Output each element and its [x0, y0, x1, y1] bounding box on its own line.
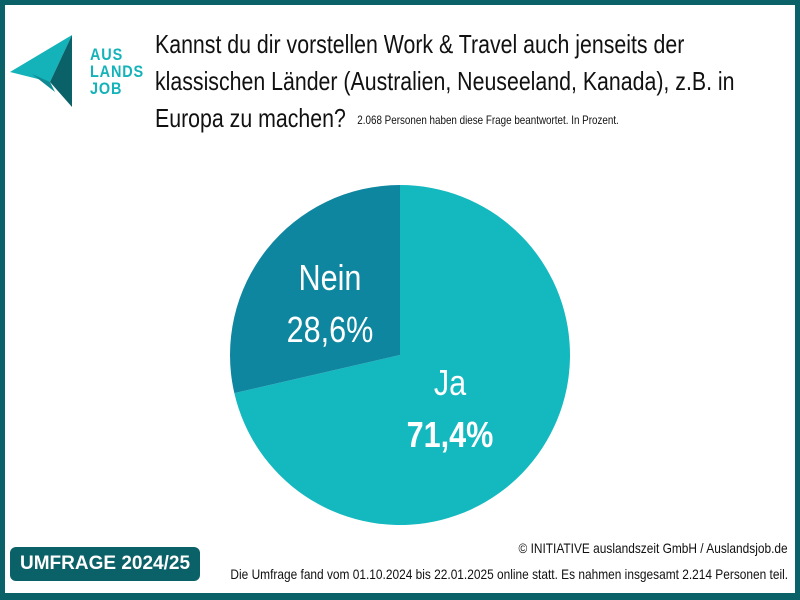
title-line: Kannst du dir vorstellen Work & Travel a…	[155, 29, 685, 59]
chart-subtitle: 2.068 Personen haben diese Frage beantwo…	[357, 112, 619, 127]
slice-label: Nein	[299, 259, 362, 299]
survey-note: Die Umfrage fand vom 01.10.2024 bis 22.0…	[230, 566, 788, 582]
logo: AUS LANDS JOB	[10, 32, 143, 112]
survey-badge: UMFRAGE 2024/25	[10, 547, 201, 581]
chart-title: Kannst du dir vorstellen Work & Travel a…	[155, 26, 735, 139]
logo-line: LANDS	[90, 62, 145, 81]
title-line: klassischen Länder (Australien, Neuseela…	[155, 66, 735, 96]
logo-text: AUS LANDS JOB	[90, 46, 144, 97]
slice-label: Ja	[434, 364, 467, 404]
slice-value-label: 28,6%	[287, 311, 374, 351]
copyright: © INITIATIVE auslandszeit GmbH / Ausland…	[518, 540, 788, 556]
title-line: Europa zu machen?	[155, 103, 346, 133]
slice-value-label: 71,4%	[407, 416, 494, 456]
paper-plane-logo-icon	[10, 35, 72, 107]
logo-line: JOB	[90, 79, 123, 98]
logo-line: AUS	[90, 45, 124, 64]
pie-slice-ja	[234, 185, 570, 525]
pie-slice-nein	[229, 185, 400, 394]
